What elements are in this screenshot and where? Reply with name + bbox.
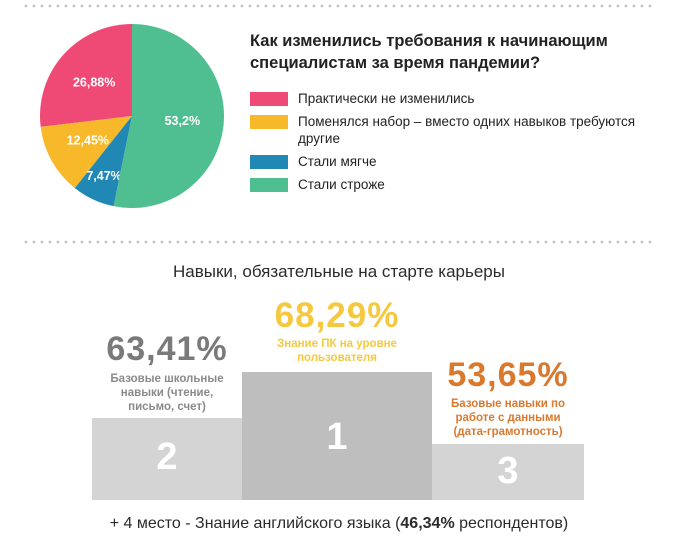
pie-slice bbox=[74, 116, 132, 207]
footnote-suffix: респондентов) bbox=[454, 515, 569, 532]
pie-slice bbox=[113, 24, 224, 208]
podium-block-3: 3 bbox=[432, 444, 584, 500]
rank-label-3: 3 bbox=[497, 450, 519, 492]
podium-desc-3: Базовые навыки по работе с данными (дата… bbox=[451, 398, 565, 438]
legend-label: Практически не изменились bbox=[298, 91, 475, 106]
legend-item: Практически не изменились bbox=[250, 90, 650, 107]
pie-slice-label: 53,2% bbox=[165, 114, 200, 128]
legend-item: Поменялся набор – вместо одних навыков т… bbox=[250, 113, 650, 147]
footnote: + 4 место - Знание английского языка (46… bbox=[0, 515, 678, 533]
podium-percent-1: 68,29% bbox=[274, 296, 400, 335]
pie-slice bbox=[40, 24, 132, 127]
footnote-prefix: + 4 место - Знание английского языка ( bbox=[109, 515, 401, 532]
footnote-value: 46,34% bbox=[400, 515, 455, 532]
legend-swatch bbox=[250, 178, 288, 192]
podium-percent-3: 53,65% bbox=[447, 356, 569, 394]
pie-chart: 26,88% 12,45% 7,47% 53,2% bbox=[40, 24, 224, 208]
podium-percent-2: 63,41% bbox=[106, 330, 228, 368]
legend-label: Стали мягче bbox=[298, 154, 377, 169]
rank-label-1: 1 bbox=[326, 416, 348, 458]
pie-legend: Практически не изменились Поменялся набо… bbox=[250, 90, 650, 199]
legend-label: Стали строже bbox=[298, 177, 385, 192]
legend-swatch bbox=[250, 155, 288, 169]
legend-item: Стали мягче bbox=[250, 153, 650, 170]
pie-slice bbox=[40, 116, 132, 189]
rank-label-2: 2 bbox=[156, 436, 178, 478]
podium-desc-1: Знание ПК на уровне пользователя bbox=[277, 338, 397, 364]
podium-block-1: 1 bbox=[242, 372, 432, 500]
middle-dotted-divider bbox=[22, 240, 656, 244]
pie-slice-label: 12,45% bbox=[67, 134, 109, 148]
top-dotted-divider bbox=[22, 4, 656, 8]
legend-swatch bbox=[250, 115, 288, 129]
pie-slice-label: 26,88% bbox=[73, 75, 115, 89]
legend-label: Поменялся набор – вместо одних навыков т… bbox=[298, 114, 636, 146]
legend-item: Стали строже bbox=[250, 176, 650, 193]
pie-slice-label: 7,47% bbox=[86, 169, 121, 183]
skills-title: Навыки, обязательные на старте карьеры bbox=[173, 262, 505, 281]
podium-block-2: 2 bbox=[92, 418, 242, 500]
pie-question: Как изменились требования к начинающим с… bbox=[250, 32, 608, 72]
podium-desc-2: Базовые школьные навыки (чтение, письмо,… bbox=[110, 373, 224, 413]
legend-swatch bbox=[250, 92, 288, 106]
